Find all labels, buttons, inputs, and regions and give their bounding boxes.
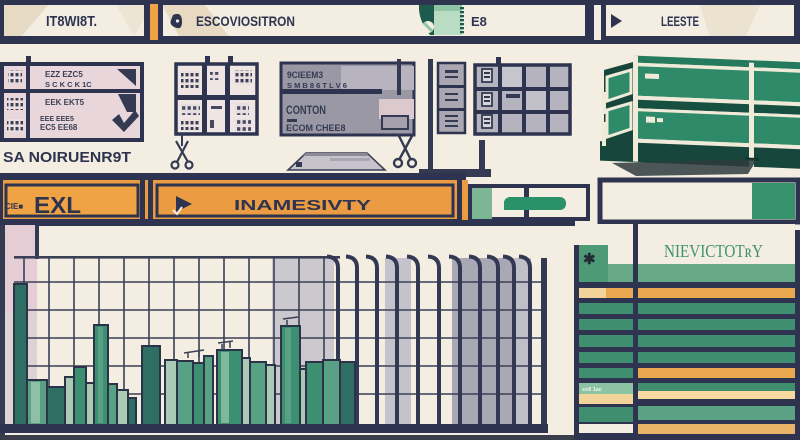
- svg-text:E8: E8: [471, 14, 487, 29]
- svg-text:LEESTE: LEESTE: [661, 13, 699, 29]
- svg-text:✱: ✱: [583, 251, 596, 268]
- svg-text:9CIEEM3: 9CIEEM3: [287, 70, 323, 80]
- svg-text:SA NOIRUENR9T: SA NOIRUENR9T: [3, 149, 131, 166]
- svg-text:ESCOVIOSITRON: ESCOVIOSITRON: [196, 13, 295, 29]
- svg-text:EEE EEE5: EEE EEE5: [40, 116, 74, 123]
- svg-text:xx8 1ac: xx8 1ac: [582, 387, 602, 393]
- svg-text:ECOM CHEE8: ECOM CHEE8: [286, 123, 346, 133]
- svg-text:NIEVICTOTʀY: NIEVICTOTʀY: [664, 241, 763, 261]
- svg-text:S M B 8 6 T L V 6: S M B 8 6 T L V 6: [287, 81, 347, 90]
- svg-text:EC5 EE68: EC5 EE68: [40, 123, 78, 132]
- svg-text:IT8WI8T.: IT8WI8T.: [46, 14, 97, 30]
- svg-text:EXL: EXL: [34, 192, 81, 218]
- svg-text:S C K C K 1C: S C K C K 1C: [45, 80, 92, 89]
- svg-text:CONTON: CONTON: [286, 103, 326, 117]
- svg-text:CIE■: CIE■: [5, 202, 23, 211]
- svg-text:INAMESIVTY: INAMESIVTY: [234, 197, 371, 214]
- svg-text:EZZ EZC5: EZZ EZC5: [45, 70, 83, 79]
- svg-text:EEK EKT5: EEK EKT5: [45, 98, 85, 107]
